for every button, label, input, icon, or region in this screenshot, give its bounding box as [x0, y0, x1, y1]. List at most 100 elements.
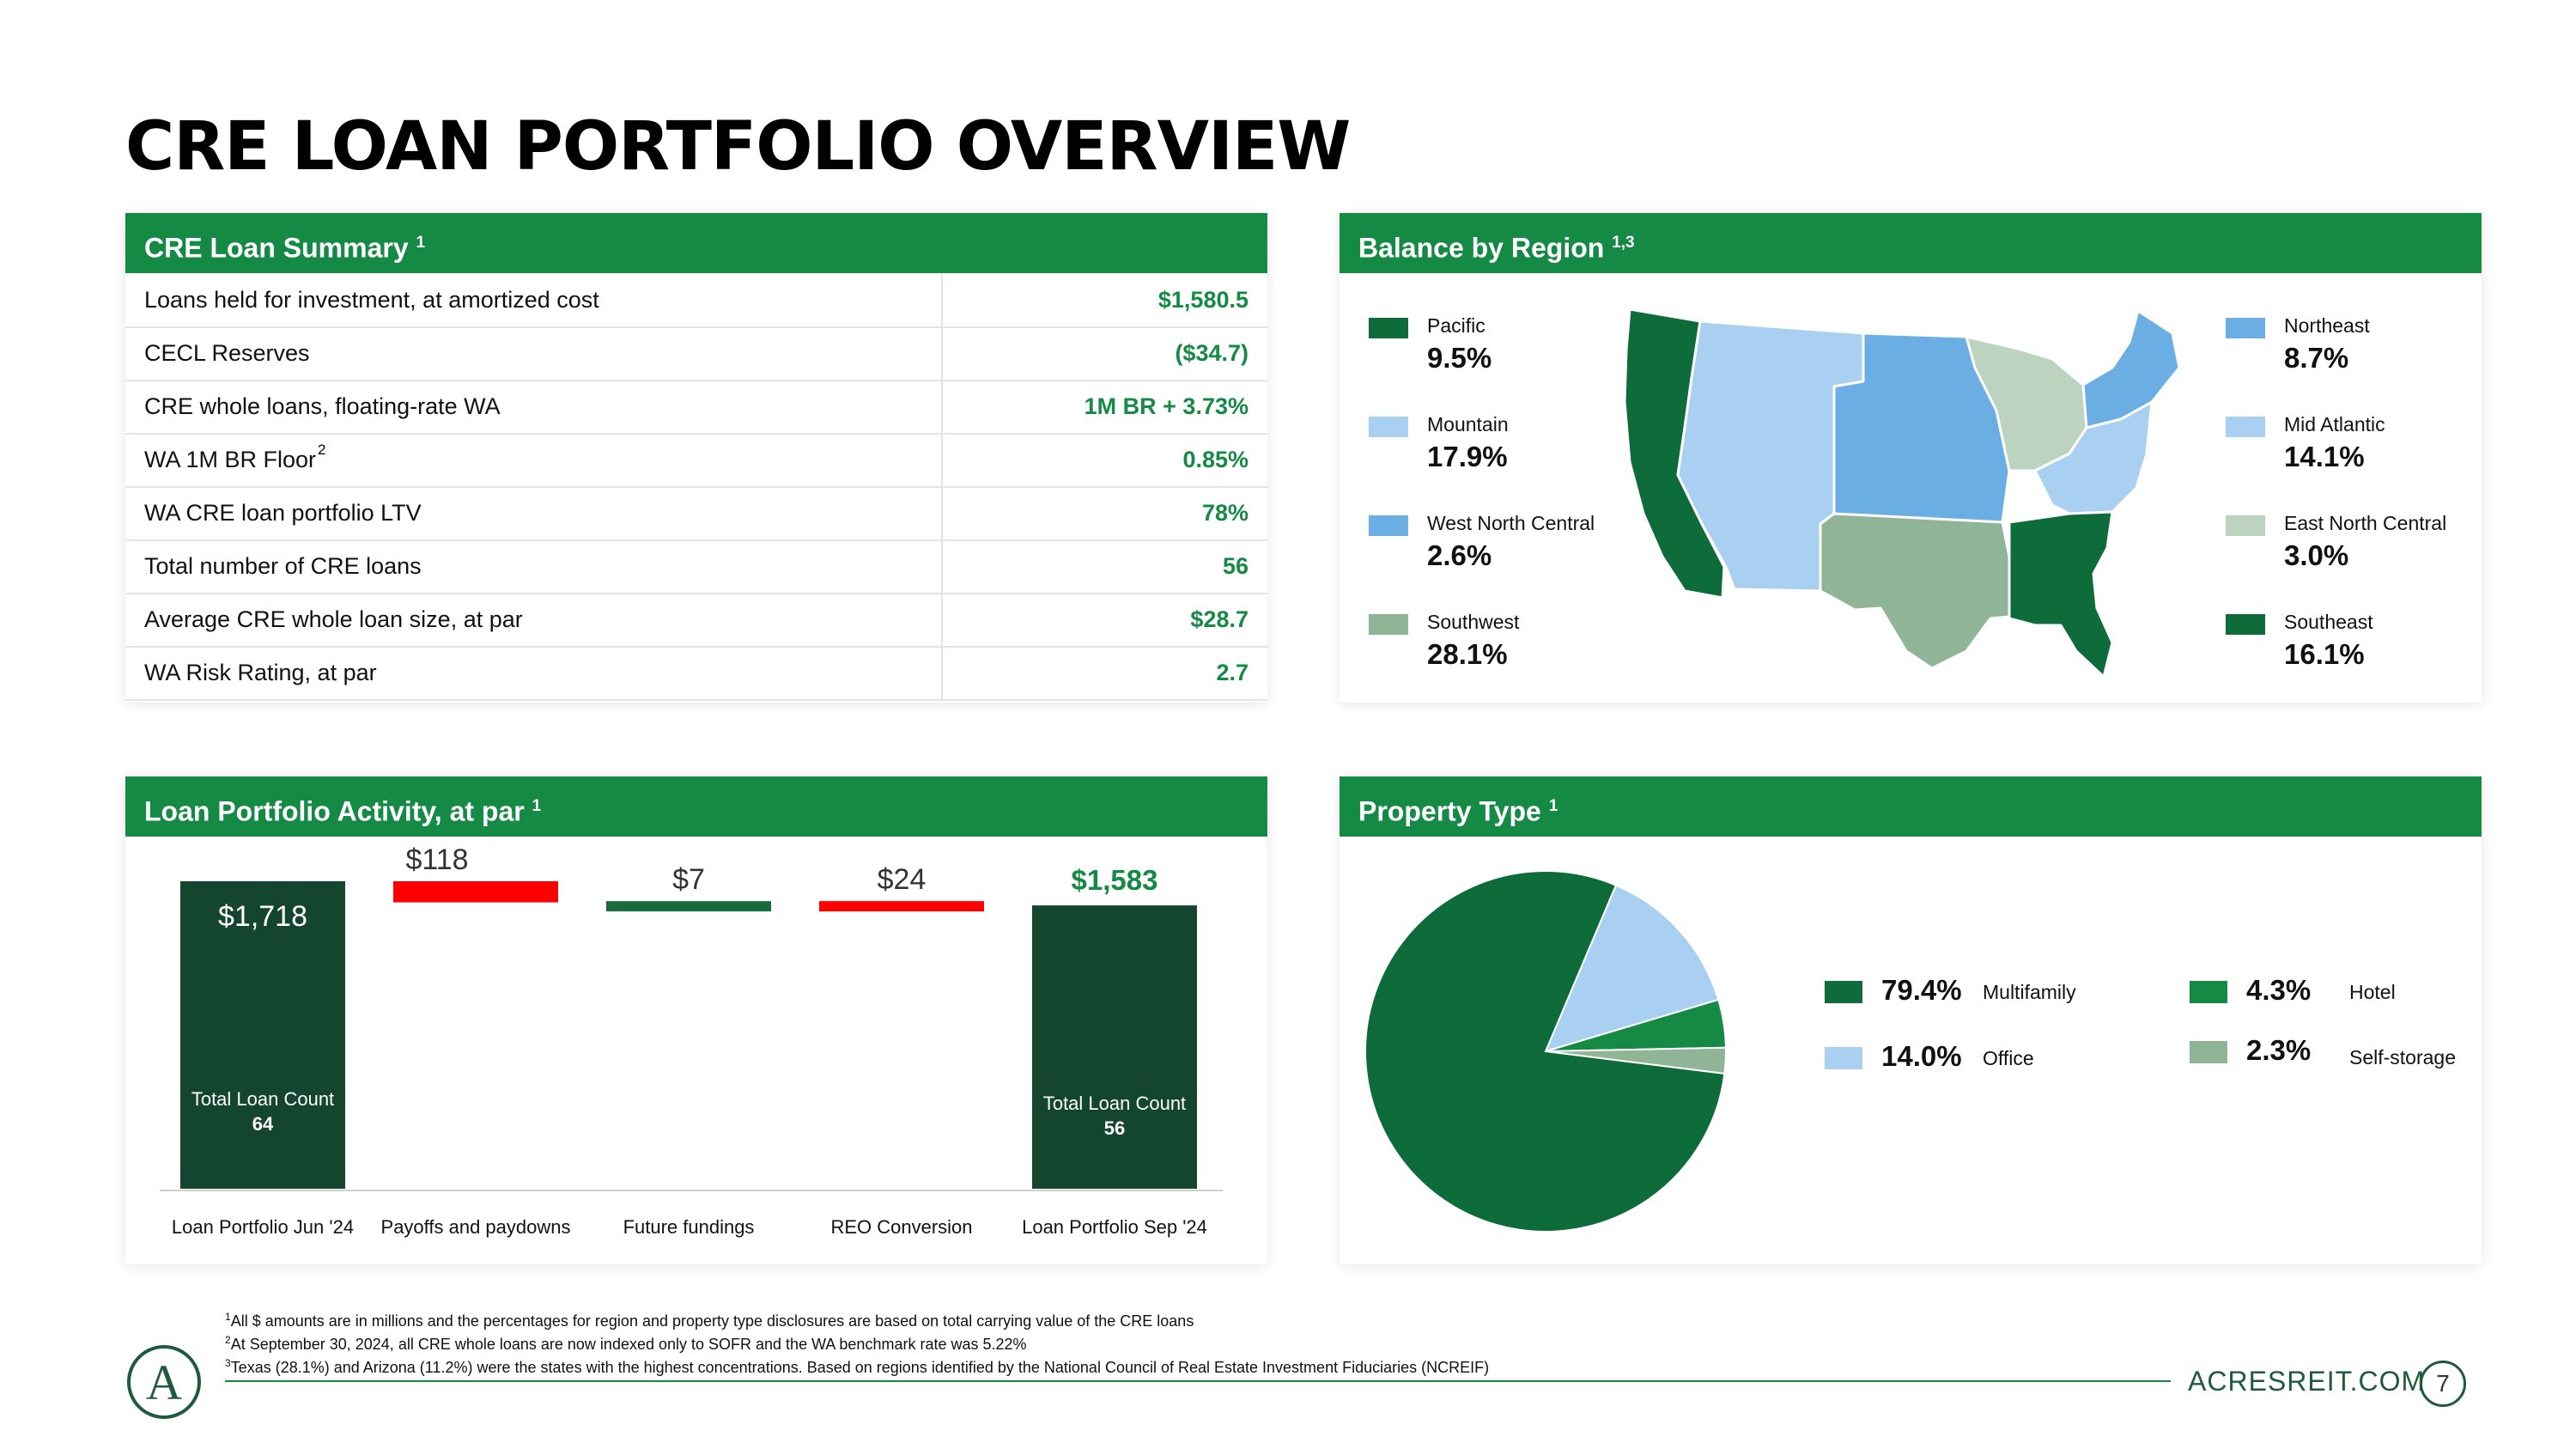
footnote-3: 3Texas (28.1%) and Arizona (11.2%) were …: [225, 1357, 1490, 1376]
page-number: 7: [2420, 1361, 2466, 1407]
summary-row: CECL Reserves ($34.7): [125, 326, 1267, 381]
cre-loan-summary-sup: 1: [416, 234, 426, 252]
footnote-1: 1All $ amounts are in millions and the p…: [225, 1311, 1194, 1330]
activity-bar-2: [393, 881, 558, 903]
summary-row-value: $28.7: [1190, 606, 1249, 632]
summary-row: Loans held for investment, at amortized …: [125, 273, 1267, 328]
activity-bar-3: [606, 901, 771, 912]
balance-by-region-title: Balance by Region: [1358, 232, 1605, 264]
loan-portfolio-activity-sup: 1: [532, 797, 542, 815]
balance-by-region-header: Balance by Region 1,3: [1340, 213, 2482, 273]
summary-row: WA 1M BR Floor 0.85% 2: [125, 433, 1267, 488]
cre-loan-summary-header: CRE Loan Summary 1: [125, 213, 1267, 273]
summary-row: WA Risk Rating, at par 2.7: [125, 646, 1267, 701]
summary-row-label: WA Risk Rating, at par: [144, 660, 377, 685]
property-legend-swatch: [2190, 981, 2227, 1003]
region-legend-swatch: [2226, 417, 2265, 437]
region-legend-percent: 3.0%: [2284, 539, 2349, 571]
summary-row-label: Loans held for investment, at amortized …: [144, 287, 599, 313]
pie-slice-multifamily: [1364, 870, 1726, 1233]
property-legend-name: Self-storage: [2349, 1046, 2457, 1068]
loan-portfolio-activity-title: Loan Portfolio Activity, at par: [144, 795, 525, 827]
acres-logo: A: [127, 1345, 201, 1419]
activity-value-label: $7: [672, 863, 705, 896]
footnote-2: 2At September 30, 2024, all CRE whole lo…: [225, 1334, 1027, 1353]
region-legend-swatch: [1369, 614, 1408, 635]
balance-by-region-panel: Balance by Region 1,3 Pacific 9.5% Mountai…: [1340, 213, 2482, 703]
activity-bar-4: [819, 901, 984, 912]
total-loan-count-value: 56: [1104, 1117, 1125, 1139]
activity-category-label: REO Conversion: [830, 1216, 972, 1238]
summary-row-value: 2.7: [1216, 660, 1249, 685]
property-type-sup: 1: [1548, 797, 1558, 815]
loan-portfolio-activity-panel: Loan Portfolio Activity, at par 1 $1,718…: [125, 776, 1267, 1264]
region-legend-percent: 9.5%: [1427, 342, 1492, 374]
property-type-pie-chart: [1364, 870, 1727, 1233]
footer-site[interactable]: ACRESREIT.COM: [2188, 1366, 2426, 1397]
activity-value-label: $118: [405, 843, 468, 876]
region-legend-swatch: [2226, 318, 2265, 338]
property-type-panel: Property Type 1 79.4% Multifamily 14.0% Off…: [1340, 776, 2482, 1264]
region-legend-swatch: [2226, 614, 2265, 635]
activity-value-label: $24: [878, 863, 927, 896]
summary-row-label: Total number of CRE loans: [144, 553, 422, 579]
cre-loan-summary-panel: CRE Loan Summary 1 Loans held for invest…: [125, 213, 1267, 703]
map-region-northeast: [2081, 309, 2181, 429]
summary-row-label: Average CRE whole loan size, at par: [144, 606, 523, 632]
activity-category-label: Payoffs and paydowns: [381, 1216, 571, 1238]
region-legend-percent: 16.1%: [2284, 638, 2365, 670]
acres-logo-letter: A: [146, 1355, 182, 1410]
region-legend-percent: 14.1%: [2284, 441, 2365, 472]
property-legend-swatch: [1825, 1047, 1862, 1069]
activity-category-label: Loan Portfolio Jun '24: [172, 1216, 354, 1238]
loan-portfolio-activity-header: Loan Portfolio Activity, at par 1: [125, 776, 1267, 837]
activity-value-label: $1,583: [1072, 864, 1158, 896]
loan-activity-waterfall-chart: $1,718 Loan Portfolio Jun '24 $118 Payoffs …: [160, 843, 1223, 1238]
summary-row: Total number of CRE loans 56: [125, 539, 1267, 594]
summary-row-value: 0.85%: [1182, 447, 1249, 472]
total-loan-count-value: 64: [252, 1113, 274, 1135]
summary-row-label: CECL Reserves: [144, 340, 310, 366]
region-legend-name: Mid Atlantic: [2284, 413, 2385, 435]
region-legend-swatch: [1369, 318, 1408, 338]
activity-bar-5: [1032, 905, 1197, 1189]
region-legend-name: East North Central: [2284, 512, 2447, 534]
region-legend-percent: 28.1%: [1427, 638, 1508, 670]
property-legend-percent: 2.3%: [2246, 1034, 2312, 1066]
property-legend-swatch: [2190, 1041, 2227, 1063]
summary-row-label: CRE whole loans, floating-rate WA: [144, 393, 501, 419]
property-legend-percent: 14.0%: [1881, 1040, 1962, 1072]
region-legend-percent: 8.7%: [2284, 342, 2349, 374]
property-legend-percent: 4.3%: [2246, 974, 2312, 1006]
property-type-title: Property Type: [1358, 795, 1541, 827]
summary-row-label-sup: 2: [318, 441, 326, 458]
region-legend-name: Mountain: [1427, 413, 1509, 435]
region-legend-swatch: [2226, 515, 2265, 536]
region-legend-swatch: [1369, 515, 1408, 536]
summary-row-value: $1,580.5: [1157, 287, 1249, 313]
summary-row-value: ($34.7): [1175, 340, 1249, 366]
us-region-map: [1623, 307, 2181, 679]
property-legend-swatch: [1825, 981, 1862, 1003]
activity-value-label: $1,718: [218, 900, 307, 933]
summary-row-value: 78%: [1201, 500, 1249, 526]
summary-row: WA CRE loan portfolio LTV 78%: [125, 486, 1267, 541]
region-legend-name: West North Central: [1427, 512, 1595, 534]
activity-bar-1: [180, 881, 345, 1189]
activity-category-label: Loan Portfolio Sep '24: [1022, 1216, 1207, 1238]
region-legend-percent: 2.6%: [1427, 539, 1492, 571]
summary-row-value: 56: [1222, 553, 1249, 579]
property-legend-name: Hotel: [2349, 981, 2396, 1003]
summary-row-label: WA CRE loan portfolio LTV: [144, 500, 422, 526]
activity-category-label: Future fundings: [623, 1216, 755, 1238]
footer-rule: [225, 1380, 2171, 1382]
property-type-header: Property Type 1: [1340, 776, 2482, 837]
region-legend-name: Southeast: [2284, 611, 2373, 633]
region-legend-swatch: [1369, 417, 1408, 437]
property-legend-percent: 79.4%: [1881, 974, 1962, 1006]
pie-slice-office: [1544, 884, 1720, 1053]
map-region-southeast: [2008, 510, 2114, 679]
region-legend-name: Pacific: [1427, 314, 1485, 337]
total-loan-count-label: Total Loan Count: [1043, 1093, 1186, 1114]
cre-loan-summary-title: CRE Loan Summary: [144, 232, 409, 264]
